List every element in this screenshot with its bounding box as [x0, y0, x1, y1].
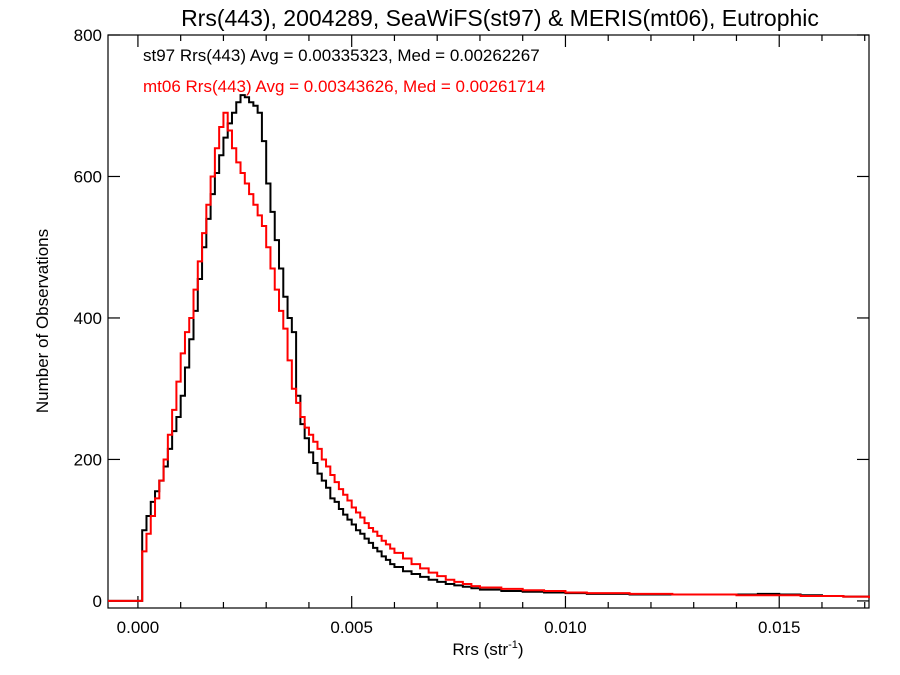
y-tick-label: 600 [74, 167, 102, 186]
series-mt06-line [108, 111, 870, 602]
y-tick-label: 0 [93, 592, 102, 611]
y-tick-label: 400 [74, 309, 102, 328]
x-tick-label: 0.015 [758, 618, 801, 637]
x-tick-label: 0.010 [544, 618, 587, 637]
x-axis-label-close: ) [518, 640, 524, 659]
series-layer [108, 94, 870, 602]
y-axis-ticks: 0 200 400 600 800 [74, 26, 869, 611]
series-st97-line [108, 94, 870, 602]
x-axis-label-superscript: -1 [508, 639, 518, 651]
y-tick-label: 800 [74, 26, 102, 45]
x-tick-label: 0.005 [330, 618, 373, 637]
chart-title: Rrs(443), 2004289, SeaWiFS(st97) & MERIS… [181, 5, 819, 31]
annotation-mt06: mt06 Rrs(443) Avg = 0.00343626, Med = 0.… [143, 77, 545, 96]
x-axis-label-main: Rrs (str [452, 640, 508, 659]
x-axis-ticks: 0.000 0.005 0.010 0.015 [117, 35, 866, 637]
x-axis-label: Rrs (str-1) [452, 639, 523, 659]
y-tick-label: 200 [74, 450, 102, 469]
annotation-st97: st97 Rrs(443) Avg = 0.00335323, Med = 0.… [143, 46, 540, 65]
x-tick-label: 0.000 [117, 618, 160, 637]
y-axis-label: Number of Observations [33, 229, 52, 413]
plot-frame [107, 34, 870, 609]
